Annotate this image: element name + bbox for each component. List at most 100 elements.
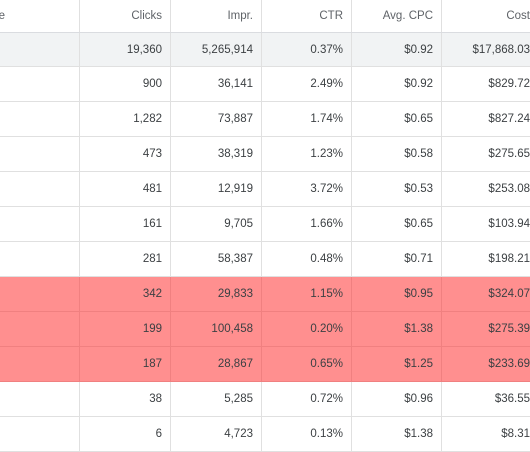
cell-ctr: 0.13% <box>310 428 343 440</box>
column-divider <box>351 67 352 101</box>
table-row[interactable]: 481 12,919 3.72% $0.53 $253.08 <box>0 172 530 207</box>
column-divider <box>170 312 171 346</box>
column-divider <box>261 277 262 311</box>
cell-ctr: 1.66% <box>310 218 343 230</box>
table-header: e Clicks Impr. CTR Avg. CPC Cost <box>0 0 530 33</box>
cell-clicks: 473 <box>142 148 162 160</box>
cell-clicks: 6 <box>155 428 162 440</box>
column-divider <box>79 417 80 451</box>
column-divider <box>79 312 80 346</box>
cell-impressions: 100,458 <box>211 323 253 335</box>
cell-ctr: 1.74% <box>310 113 343 125</box>
column-header-name[interactable]: e <box>0 10 5 22</box>
column-divider <box>351 277 352 311</box>
column-divider <box>170 0 171 32</box>
column-divider <box>79 277 80 311</box>
cell-ctr: 2.49% <box>310 78 343 90</box>
table-row[interactable]: 281 58,387 0.48% $0.71 $198.21 <box>0 242 530 277</box>
column-header-clicks[interactable]: Clicks <box>131 10 162 22</box>
column-header-avg-cpc[interactable]: Avg. CPC <box>382 10 433 22</box>
cell-clicks: 900 <box>142 78 162 90</box>
column-divider <box>351 417 352 451</box>
column-divider <box>170 207 171 241</box>
cell-clicks: 187 <box>142 358 162 370</box>
table-row[interactable]: 473 38,319 1.23% $0.58 $275.65 <box>0 137 530 172</box>
column-divider <box>79 172 80 206</box>
column-divider <box>261 242 262 276</box>
cell-impressions: 38,319 <box>217 148 253 160</box>
cell-impressions: 58,387 <box>217 253 253 265</box>
total-avg-cpc: $0.92 <box>404 43 433 56</box>
cell-cost: $275.39 <box>488 323 530 335</box>
cell-clicks: 281 <box>142 253 162 265</box>
cell-avg-cpc: $0.53 <box>404 183 433 195</box>
cell-ctr: 0.20% <box>310 323 343 335</box>
column-header-ctr[interactable]: CTR <box>319 10 343 22</box>
table-row[interactable]: 38 5,285 0.72% $0.96 $36.55 <box>0 382 530 417</box>
table-row-highlighted[interactable]: 342 29,833 1.15% $0.95 $324.07 <box>0 277 530 312</box>
column-divider <box>441 417 442 451</box>
column-divider <box>79 347 80 381</box>
column-divider <box>170 137 171 171</box>
column-divider <box>79 207 80 241</box>
cell-clicks: 161 <box>142 218 162 230</box>
column-divider <box>441 242 442 276</box>
column-divider <box>441 382 442 416</box>
column-divider <box>79 33 80 66</box>
column-divider <box>441 137 442 171</box>
column-divider <box>441 67 442 101</box>
cell-clicks: 481 <box>142 183 162 195</box>
cell-ctr: 3.72% <box>310 183 343 195</box>
cell-cost: $36.55 <box>494 393 530 405</box>
cell-impressions: 9,705 <box>224 218 253 230</box>
cell-ctr: 0.72% <box>310 393 343 405</box>
cell-cost: $275.65 <box>488 148 530 160</box>
total-ctr: 0.37% <box>310 43 343 56</box>
cell-cost: $198.21 <box>488 253 530 265</box>
column-divider <box>261 207 262 241</box>
totals-row: 19,360 5,265,914 0.37% $0.92 $17,868.03 <box>0 33 530 67</box>
cell-cost: $233.69 <box>488 358 530 370</box>
cell-impressions: 5,285 <box>224 393 253 405</box>
cell-avg-cpc: $1.38 <box>404 428 433 440</box>
cell-cost: $829.72 <box>488 78 530 90</box>
table-row-highlighted[interactable]: 199 100,458 0.20% $1.38 $275.39 <box>0 312 530 347</box>
cell-avg-cpc: $0.95 <box>404 288 433 300</box>
cell-cost: $324.07 <box>488 288 530 300</box>
column-header-impressions[interactable]: Impr. <box>227 10 253 22</box>
column-divider <box>261 312 262 346</box>
cell-avg-cpc: $0.65 <box>404 113 433 125</box>
cell-impressions: 36,141 <box>217 78 253 90</box>
column-divider <box>351 102 352 136</box>
column-divider <box>351 347 352 381</box>
cell-cost: $103.94 <box>488 218 530 230</box>
column-divider <box>79 102 80 136</box>
column-divider <box>261 33 262 66</box>
column-divider <box>261 137 262 171</box>
column-divider <box>79 382 80 416</box>
cell-impressions: 29,833 <box>217 288 253 300</box>
cell-clicks: 1,282 <box>133 113 162 125</box>
cell-ctr: 0.65% <box>310 358 343 370</box>
table-row[interactable]: 6 4,723 0.13% $1.38 $8.31 <box>0 417 530 452</box>
table-row[interactable]: 900 36,141 2.49% $0.92 $829.72 <box>0 67 530 102</box>
column-header-cost[interactable]: Cost <box>506 10 530 22</box>
column-divider <box>261 382 262 416</box>
cell-impressions: 12,919 <box>217 183 253 195</box>
table-row[interactable]: 1,282 73,887 1.74% $0.65 $827.24 <box>0 102 530 137</box>
total-impressions: 5,265,914 <box>201 43 253 56</box>
cell-avg-cpc: $1.25 <box>404 358 433 370</box>
column-divider <box>261 417 262 451</box>
table-row-highlighted[interactable]: 187 28,867 0.65% $1.25 $233.69 <box>0 347 530 382</box>
column-divider <box>170 102 171 136</box>
column-divider <box>351 137 352 171</box>
cell-impressions: 28,867 <box>217 358 253 370</box>
column-divider <box>351 207 352 241</box>
column-divider <box>441 277 442 311</box>
column-divider <box>441 207 442 241</box>
table-row[interactable]: 161 9,705 1.66% $0.65 $103.94 <box>0 207 530 242</box>
column-divider <box>79 242 80 276</box>
cell-cost: $253.08 <box>488 183 530 195</box>
column-divider <box>351 242 352 276</box>
